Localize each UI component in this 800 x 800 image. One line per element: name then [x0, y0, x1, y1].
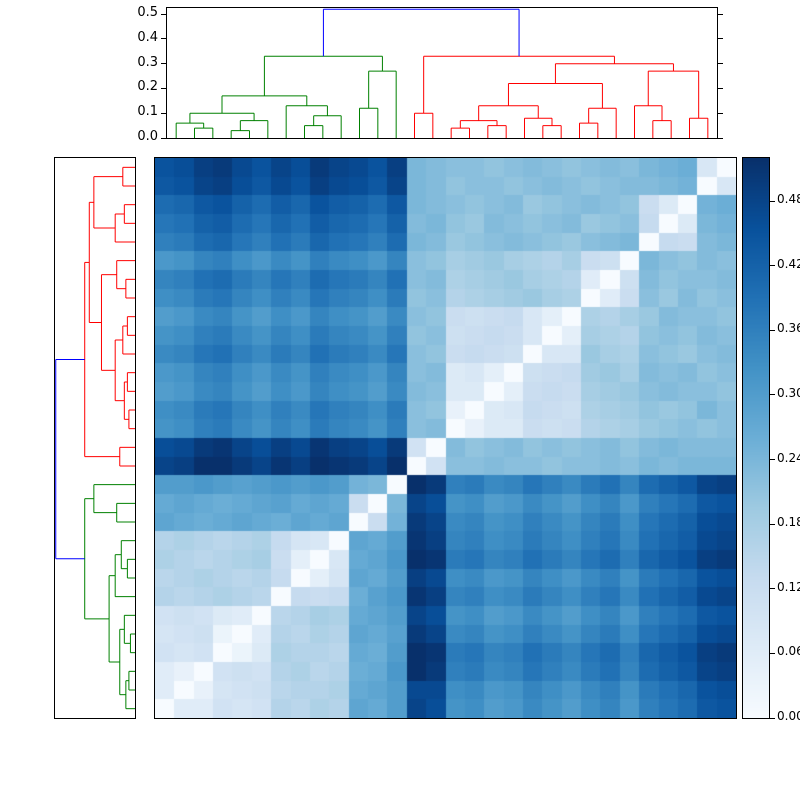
- left-dendrogram: [55, 166, 135, 710]
- colorbar-tick-mark: [770, 394, 775, 396]
- top-axis-tick-mark: [161, 87, 166, 89]
- colorbar-tick-mark: [770, 652, 775, 654]
- colorbar-tick-label: 0.00: [777, 709, 800, 723]
- top-dendrogram: [175, 8, 709, 138]
- top-axis-tick-mark: [161, 112, 166, 114]
- top-axis-tick-label: 0.3: [137, 54, 158, 70]
- colorbar-tick-mark: [770, 459, 775, 461]
- top-axis-tick-mark: [718, 63, 723, 65]
- colorbar-tick-label: 0.18: [777, 515, 800, 530]
- colorbar-tick-mark: [770, 265, 775, 267]
- colorbar-tick-label: 0.12: [777, 579, 800, 594]
- colorbar-tick-label: 0.06: [777, 644, 800, 659]
- colorbar-tick-label: 0.36: [777, 321, 800, 336]
- top-axis-tick-label: 0.1: [137, 104, 158, 120]
- top-axis-tick-mark: [718, 87, 723, 89]
- top-axis-tick-mark: [161, 38, 166, 40]
- colorbar-tick-mark: [770, 329, 775, 331]
- top-axis-tick-mark: [161, 13, 166, 15]
- colorbar-axes: [742, 157, 770, 719]
- colorbar-tick-mark: [770, 588, 775, 590]
- colorbar-tick-label: 0.24: [777, 450, 800, 465]
- top-axis-tick-mark: [718, 137, 723, 139]
- colorbar-tick-label: 0.30: [777, 385, 800, 400]
- top-axis-tick-mark: [718, 13, 723, 15]
- left-dendrogram-axes: [54, 157, 136, 719]
- colorbar-tick-label: 0.48: [777, 192, 800, 207]
- top-axis-tick-label: 0.5: [137, 5, 158, 21]
- colorbar-tick-mark: [770, 200, 775, 202]
- distance-matrix-heatmap: [155, 158, 736, 718]
- colorbar-tick-label: 0.42: [777, 256, 800, 271]
- colorbar-tick-mark: [770, 523, 775, 525]
- top-axis-tick-mark: [161, 63, 166, 65]
- top-axis-tick-label: 0.2: [137, 79, 158, 95]
- colorbar: [743, 158, 769, 718]
- top-dendrogram-axes: [166, 7, 718, 139]
- top-axis-tick-mark: [718, 38, 723, 40]
- top-axis-tick-mark: [161, 137, 166, 139]
- colorbar-tick-mark: [770, 717, 775, 719]
- top-axis-tick-mark: [718, 112, 723, 114]
- heatmap-axes: [154, 157, 737, 719]
- top-axis-tick-label: 0.0: [137, 129, 158, 144]
- top-axis-tick-label: 0.4: [137, 29, 158, 45]
